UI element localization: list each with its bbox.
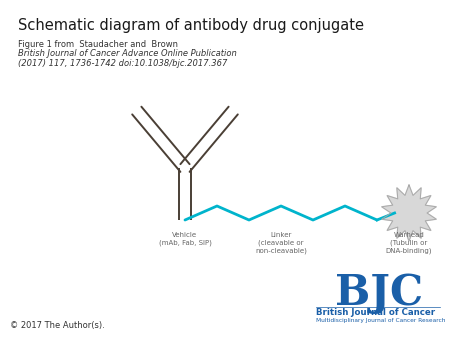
Text: Linker
(cleavable or
non-cleavable): Linker (cleavable or non-cleavable) bbox=[255, 232, 307, 254]
Text: (2017) 117, 1736-1742 doi:10.1038/bjc.2017.367: (2017) 117, 1736-1742 doi:10.1038/bjc.20… bbox=[18, 59, 227, 68]
Text: British Journal of Cancer Advance Online Publication: British Journal of Cancer Advance Online… bbox=[18, 49, 237, 58]
Text: Warhead
(Tubulin or
DNA-binding): Warhead (Tubulin or DNA-binding) bbox=[386, 232, 432, 254]
Text: Multidisciplinary Journal of Cancer Research: Multidisciplinary Journal of Cancer Rese… bbox=[316, 318, 446, 323]
Text: Schematic diagram of antibody drug conjugate: Schematic diagram of antibody drug conju… bbox=[18, 18, 364, 33]
Text: BJC: BJC bbox=[335, 272, 423, 314]
Text: Figure 1 from  Staudacher and  Brown: Figure 1 from Staudacher and Brown bbox=[18, 40, 178, 49]
Text: British Journal of Cancer: British Journal of Cancer bbox=[316, 308, 435, 317]
Text: © 2017 The Author(s).: © 2017 The Author(s). bbox=[10, 321, 105, 330]
Text: Vehicle
(mAb, Fab, SIP): Vehicle (mAb, Fab, SIP) bbox=[158, 232, 211, 246]
Polygon shape bbox=[382, 185, 436, 241]
